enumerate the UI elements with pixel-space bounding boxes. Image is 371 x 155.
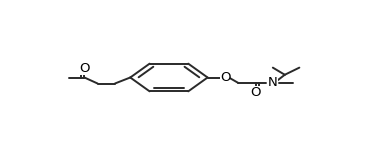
Text: N: N [268,76,278,89]
Text: O: O [79,62,90,75]
Text: O: O [250,86,261,99]
Text: O: O [220,71,230,84]
